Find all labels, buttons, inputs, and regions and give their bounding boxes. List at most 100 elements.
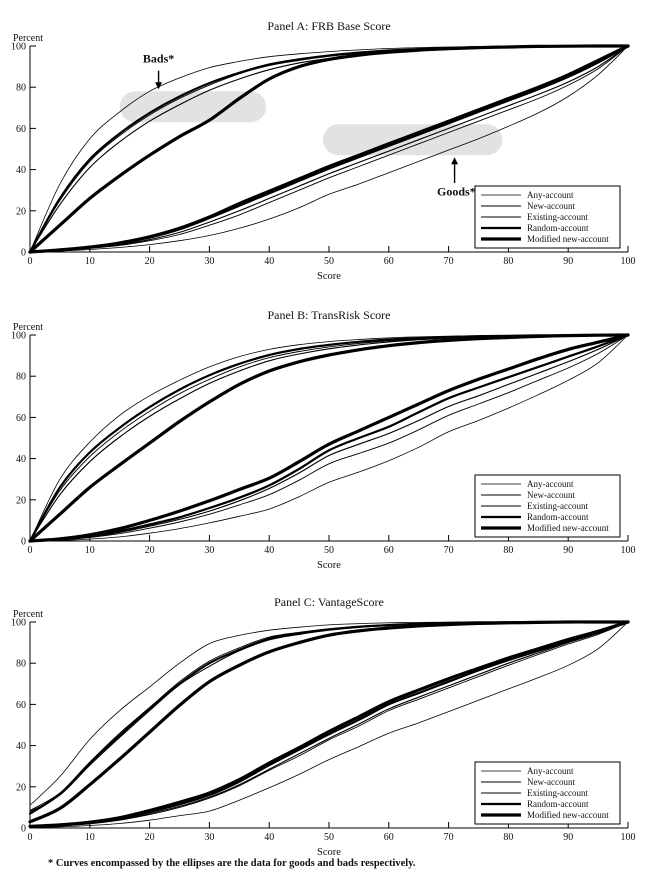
x-tick-label: 70 bbox=[444, 832, 454, 843]
x-tick-label: 100 bbox=[621, 545, 636, 556]
y-tick-label: 60 bbox=[16, 124, 26, 135]
legend-label-random-account: Random-account bbox=[527, 799, 589, 809]
x-tick-label: 0 bbox=[28, 545, 33, 556]
y-tick-label: 80 bbox=[16, 83, 26, 94]
panel-b: 0 20 40 60 80 100 0 10 20 30 40 50 60 70 80 90 100 Panel … bbox=[0, 303, 645, 581]
x-axis-label: Score bbox=[317, 847, 341, 858]
legend-label-existing-account: Existing-account bbox=[527, 788, 588, 798]
panel-title: Panel A: FRB Base Score bbox=[267, 19, 390, 33]
y-axis-label: Percent bbox=[13, 609, 43, 620]
x-tick-label: 30 bbox=[204, 832, 214, 843]
x-tick-label: 50 bbox=[324, 832, 334, 843]
y-tick-label: 40 bbox=[16, 741, 26, 752]
x-tick-label: 20 bbox=[145, 256, 155, 267]
annotation-label: Goods* bbox=[437, 184, 476, 198]
x-tick-label: 40 bbox=[264, 545, 274, 556]
x-tick-label: 50 bbox=[324, 256, 334, 267]
x-tick-label: 70 bbox=[444, 256, 454, 267]
annotation-arrowhead-down-icon bbox=[155, 82, 163, 90]
legend: Any-accountNew-accountExisting-accountRa… bbox=[474, 474, 621, 538]
x-tick-label: 70 bbox=[444, 545, 454, 556]
x-tick-label: 10 bbox=[85, 256, 95, 267]
y-tick-label: 0 bbox=[21, 248, 26, 259]
highlight-bads-ellipse bbox=[119, 91, 267, 123]
y-tick-label: 100 bbox=[11, 42, 26, 53]
y-tick-label: 100 bbox=[11, 618, 26, 629]
x-tick-label: 30 bbox=[204, 545, 214, 556]
y-tick-label: 60 bbox=[16, 700, 26, 711]
legend-label-modified-new-account: Modified new-account bbox=[527, 810, 609, 820]
legend-label-existing-account: Existing-account bbox=[527, 212, 588, 222]
curve-bads-modified-new-account bbox=[28, 333, 630, 543]
x-tick-label: 0 bbox=[28, 256, 33, 267]
panel-title: Panel C: VantageScore bbox=[274, 595, 384, 609]
curve-goods-modified-new-account bbox=[28, 44, 630, 254]
panel-title: Panel B: TransRisk Score bbox=[267, 308, 390, 322]
curve-goods-existing-account bbox=[29, 45, 629, 253]
y-tick-label: 20 bbox=[16, 206, 26, 217]
x-tick-label: 0 bbox=[28, 832, 33, 843]
legend-label-random-account: Random-account bbox=[527, 223, 589, 233]
curve-goods-any-account bbox=[29, 45, 629, 253]
y-axis-label: Percent bbox=[13, 322, 43, 333]
x-tick-label: 90 bbox=[563, 256, 573, 267]
x-tick-label: 40 bbox=[264, 256, 274, 267]
annotation-label: Bads* bbox=[143, 52, 174, 66]
x-tick-label: 80 bbox=[503, 832, 513, 843]
y-tick-label: 80 bbox=[16, 659, 26, 670]
curve-goods-modified-new-account bbox=[28, 333, 630, 543]
legend-label-any-account: Any-account bbox=[527, 479, 574, 489]
y-tick-label: 60 bbox=[16, 413, 26, 424]
x-tick-label: 50 bbox=[324, 545, 334, 556]
y-tick-label: 0 bbox=[21, 537, 26, 548]
curve-goods-any-account bbox=[29, 621, 629, 828]
x-axis-label: Score bbox=[317, 271, 341, 282]
x-tick-label: 80 bbox=[503, 545, 513, 556]
legend-label-any-account: Any-account bbox=[527, 190, 574, 200]
annotation-goods-: Goods* bbox=[437, 157, 476, 198]
legend-label-modified-new-account: Modified new-account bbox=[527, 234, 609, 244]
y-tick-label: 20 bbox=[16, 782, 26, 793]
highlight-goods-ellipse bbox=[323, 124, 503, 156]
legend: Any-accountNew-accountExisting-accountRa… bbox=[474, 761, 621, 825]
curve-goods-modified-new-account bbox=[28, 620, 630, 828]
footnote: * Curves encompassed by the ellipses are… bbox=[48, 858, 416, 869]
curve-bads-modified-new-account bbox=[28, 620, 630, 824]
y-tick-label: 20 bbox=[16, 495, 26, 506]
x-tick-label: 60 bbox=[384, 256, 394, 267]
panel-a: 0 20 40 60 80 100 0 10 20 30 40 50 60 70 80 90 100 Panel … bbox=[0, 14, 645, 292]
panel-a-chart: 0 20 40 60 80 100 0 10 20 30 40 50 60 70 80 90 100 Panel … bbox=[11, 19, 636, 282]
y-tick-label: 0 bbox=[21, 824, 26, 835]
legend-label-existing-account: Existing-account bbox=[527, 501, 588, 511]
x-tick-label: 40 bbox=[264, 832, 274, 843]
x-tick-label: 10 bbox=[85, 832, 95, 843]
x-tick-label: 90 bbox=[563, 545, 573, 556]
y-tick-label: 100 bbox=[11, 331, 26, 342]
curve-goods-new-account bbox=[29, 45, 629, 253]
curve-goods-new-account bbox=[29, 334, 629, 542]
legend-label-modified-new-account: Modified new-account bbox=[527, 523, 609, 533]
x-tick-label: 20 bbox=[145, 832, 155, 843]
x-tick-label: 100 bbox=[621, 256, 636, 267]
panel-c-chart: 0 20 40 60 80 100 0 10 20 30 40 50 60 70 80 90 100 Panel … bbox=[11, 595, 636, 858]
x-axis-label: Score bbox=[317, 560, 341, 571]
legend-label-any-account: Any-account bbox=[527, 766, 574, 776]
x-tick-label: 30 bbox=[204, 256, 214, 267]
y-tick-label: 40 bbox=[16, 165, 26, 176]
panel-b-chart: 0 20 40 60 80 100 0 10 20 30 40 50 60 70 80 90 100 Panel … bbox=[11, 308, 636, 571]
curve-goods-any-account bbox=[29, 334, 629, 542]
curve-goods-existing-account bbox=[29, 334, 629, 542]
annotation-bads-: Bads* bbox=[143, 52, 174, 90]
annotation-arrowhead-up-icon bbox=[451, 157, 459, 165]
legend: Any-accountNew-accountExisting-accountRa… bbox=[474, 185, 621, 249]
x-tick-label: 60 bbox=[384, 832, 394, 843]
legend-label-new-account: New-account bbox=[527, 777, 575, 787]
curve-bads-modified-new-account bbox=[28, 44, 630, 254]
legend-label-random-account: Random-account bbox=[527, 512, 589, 522]
panel-c: 0 20 40 60 80 100 0 10 20 30 40 50 60 70 80 90 100 Panel … bbox=[0, 590, 645, 868]
y-axis-label: Percent bbox=[13, 33, 43, 44]
x-tick-label: 90 bbox=[563, 832, 573, 843]
x-tick-label: 20 bbox=[145, 545, 155, 556]
x-tick-label: 10 bbox=[85, 545, 95, 556]
